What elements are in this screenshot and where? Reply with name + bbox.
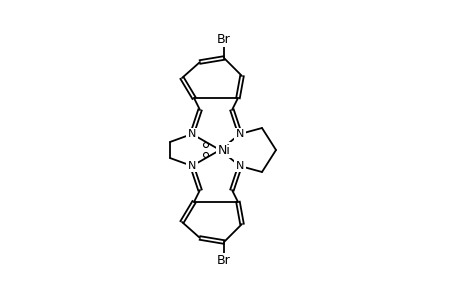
Text: N: N xyxy=(235,129,244,139)
Text: Ni: Ni xyxy=(217,143,230,157)
Text: N: N xyxy=(235,161,244,171)
Text: N: N xyxy=(187,161,196,171)
Text: N: N xyxy=(187,129,196,139)
Text: Br: Br xyxy=(217,32,230,46)
Text: Br: Br xyxy=(217,254,230,268)
